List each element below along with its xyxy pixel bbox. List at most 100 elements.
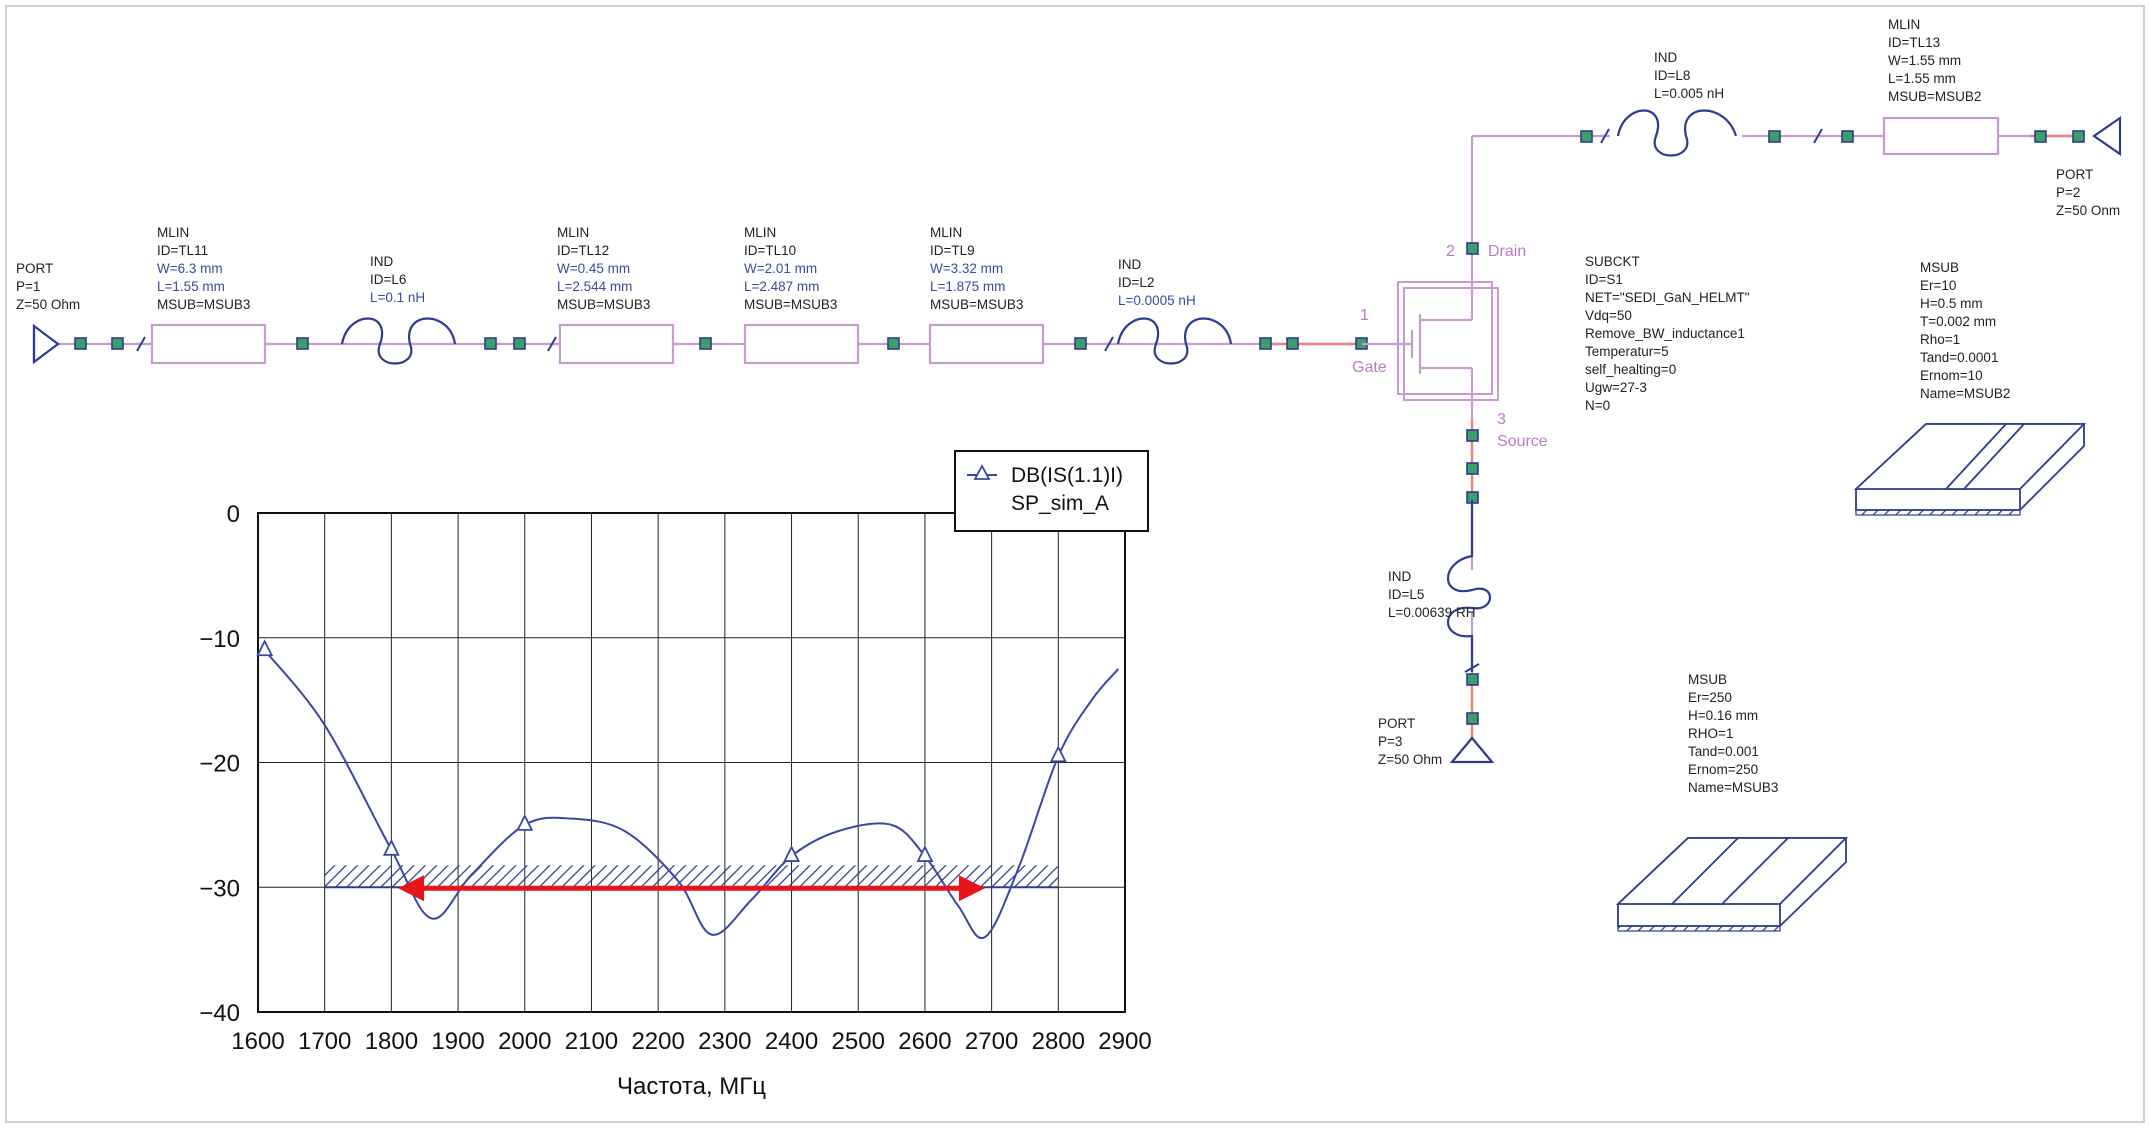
msub3-substrate-icon[interactable] xyxy=(1615,837,1849,932)
l8-line-1: ID=L8 xyxy=(1654,68,1690,83)
tl11-sub: MSUB=MSUB3 xyxy=(157,297,250,312)
x-tick-label: 1900 xyxy=(431,1028,484,1055)
msub2-line-0: MSUB xyxy=(1920,260,1959,275)
tl11-label: MLIN ID=TL11 W=6.3 mm L=1.55 mm MSUB=MSU… xyxy=(157,225,250,312)
tl12-symbol[interactable] xyxy=(558,323,675,365)
l2-line-1: ID=L2 xyxy=(1118,275,1154,290)
series-marker xyxy=(916,845,934,862)
l6-line-1: ID=L6 xyxy=(370,272,406,287)
port2-line-0: PORT xyxy=(2056,167,2093,182)
l6-label: IND ID=L6 L=0.1 nH xyxy=(370,254,425,305)
page-frame xyxy=(5,5,2145,1123)
subckt-line-5: Temperatur=5 xyxy=(1585,344,1669,359)
x-tick-label: 1700 xyxy=(298,1028,351,1055)
tl9-sub: MSUB=MSUB3 xyxy=(930,297,1023,312)
msub2-substrate-icon[interactable] xyxy=(1853,423,2087,516)
y-tick-label: −10 xyxy=(199,626,240,653)
source-branch xyxy=(1464,410,1480,740)
transistor-symbol[interactable] xyxy=(1362,281,1499,410)
tl10-symbol[interactable] xyxy=(743,323,860,365)
subckt-line-6: self_healting=0 xyxy=(1585,362,1676,377)
subckt-line-8: N=0 xyxy=(1585,398,1610,413)
port1-line-1: P=1 xyxy=(16,279,40,294)
subckt-line-0: SUBCKT xyxy=(1585,254,1640,269)
subckt-line-3: Vdq=50 xyxy=(1585,308,1632,323)
x-tick-label: 2600 xyxy=(898,1028,951,1055)
tl12-line-0: MLIN xyxy=(557,225,589,240)
drain-label: Drain xyxy=(1488,243,1526,260)
gate-label: Gate xyxy=(1352,359,1387,376)
msub2-line-2: H=0.5 mm xyxy=(1920,296,1983,311)
y-tick-label: 0 xyxy=(227,501,240,528)
l6-coil[interactable] xyxy=(340,317,457,365)
l6-line-0: IND xyxy=(370,254,394,269)
msub3-label: MSUB Er=250 H=0.16 mm RHO=1 Tand=0.001 E… xyxy=(1688,672,1778,795)
tl12-sub: MSUB=MSUB3 xyxy=(557,297,650,312)
subckt-label: SUBCKT ID=S1 NET="SEDI_GaN_HELMT" Vdq=50… xyxy=(1585,254,1750,413)
msub3-line-1: Er=250 xyxy=(1688,690,1732,705)
tl10-line-0: MLIN xyxy=(744,225,776,240)
tl11-symbol[interactable] xyxy=(150,323,267,365)
series-marker xyxy=(382,838,400,856)
l8-coil[interactable] xyxy=(1616,109,1738,157)
x-tick-label: 2200 xyxy=(631,1028,684,1055)
tl13-line-4: MSUB=MSUB2 xyxy=(1888,89,1981,104)
tl12-label: MLIN ID=TL12 W=0.45 mm L=2.544 mm MSUB=M… xyxy=(557,225,650,312)
tl9-label: MLIN ID=TL9 W=3.32 mm L=1.875 mm MSUB=MS… xyxy=(930,225,1023,312)
port3-line-0: PORT xyxy=(1378,716,1415,731)
tl9-symbol[interactable] xyxy=(928,323,1045,365)
tl10-label: MLIN ID=TL10 W=2.01 mm L=2.487 mm MSUB=M… xyxy=(744,225,837,312)
bandwidth-arrow-head-right xyxy=(958,875,985,902)
legend-entry-sim: SP_sim_A xyxy=(1011,492,1109,515)
l2-param-0: L=0.0005 nH xyxy=(1118,293,1196,308)
legend-box xyxy=(954,450,1149,532)
tl13-label: MLIN ID=TL13 W=1.55 mm L=1.55 mm MSUB=MS… xyxy=(1888,17,1981,104)
tl11-param-0: W=6.3 mm xyxy=(157,261,223,276)
x-tick-label: 1600 xyxy=(231,1028,284,1055)
tl12-line-1: ID=TL12 xyxy=(557,243,609,258)
legend-entry-series: DB(IS(1.1)I) xyxy=(1011,464,1123,487)
port-1-label: PORT P=1 Z=50 Ohm xyxy=(16,261,80,312)
msub3-line-0: MSUB xyxy=(1688,672,1727,687)
tl13-line-2: W=1.55 mm xyxy=(1888,53,1961,68)
pin2-label: 2 xyxy=(1446,243,1455,260)
legend-marker-sample xyxy=(973,464,991,480)
tl13-symbol[interactable] xyxy=(1882,116,2000,156)
tl10-param-0: W=2.01 mm xyxy=(744,261,817,276)
msub2-line-3: T=0.002 mm xyxy=(1920,314,1996,329)
port-1-symbol[interactable] xyxy=(32,323,60,365)
port2-line-2: Z=50 Onm xyxy=(2056,203,2120,218)
series-marker xyxy=(1049,745,1067,763)
transistor-pins: 1 Gate 2 Drain 3 Source xyxy=(1352,243,1548,450)
y-tick-label: −20 xyxy=(199,751,240,778)
subckt-line-4: Remove_BW_inductance1 xyxy=(1585,326,1745,341)
port-3-label: PORT P=3 Z=50 Ohm xyxy=(1378,716,1442,767)
l2-coil[interactable] xyxy=(1116,317,1233,365)
x-tick-label: 2300 xyxy=(698,1028,751,1055)
subckt-line-2: NET="SEDI_GaN_HELMT" xyxy=(1585,290,1750,305)
series-marker xyxy=(256,639,274,657)
bandwidth-arrow-head-left xyxy=(398,875,425,902)
l5-line-2: L=0.00639 RH xyxy=(1388,605,1475,620)
l8-label: IND ID=L8 L=0.005 nH xyxy=(1654,50,1724,101)
port-3-symbol[interactable] xyxy=(1449,736,1495,764)
x-tick-label: 2100 xyxy=(565,1028,618,1055)
msub2-line-7: Name=MSUB2 xyxy=(1920,386,2010,401)
tl9-line-1: ID=TL9 xyxy=(930,243,975,258)
msub2-line-6: Ernom=10 xyxy=(1920,368,1983,383)
l5-label: IND ID=L5 L=0.00639 RH xyxy=(1388,569,1475,620)
subckt-line-7: Ugw=27-3 xyxy=(1585,380,1647,395)
x-tick-label: 1800 xyxy=(365,1028,418,1055)
msub2-line-1: Er=10 xyxy=(1920,278,1956,293)
tl10-param-1: L=2.487 mm xyxy=(744,279,819,294)
x-tick-label: 2500 xyxy=(832,1028,885,1055)
tl11-param-1: L=1.55 mm xyxy=(157,279,225,294)
msub2-line-4: Rho=1 xyxy=(1920,332,1960,347)
l5-coil[interactable] xyxy=(1447,500,1491,672)
port-2-symbol[interactable] xyxy=(2092,115,2122,157)
x-axis-title: Частота, МГц xyxy=(617,1073,766,1100)
tl11-line-0: MLIN xyxy=(157,225,189,240)
msub3-line-6: Name=MSUB3 xyxy=(1688,780,1778,795)
subckt-line-1: ID=S1 xyxy=(1585,272,1623,287)
